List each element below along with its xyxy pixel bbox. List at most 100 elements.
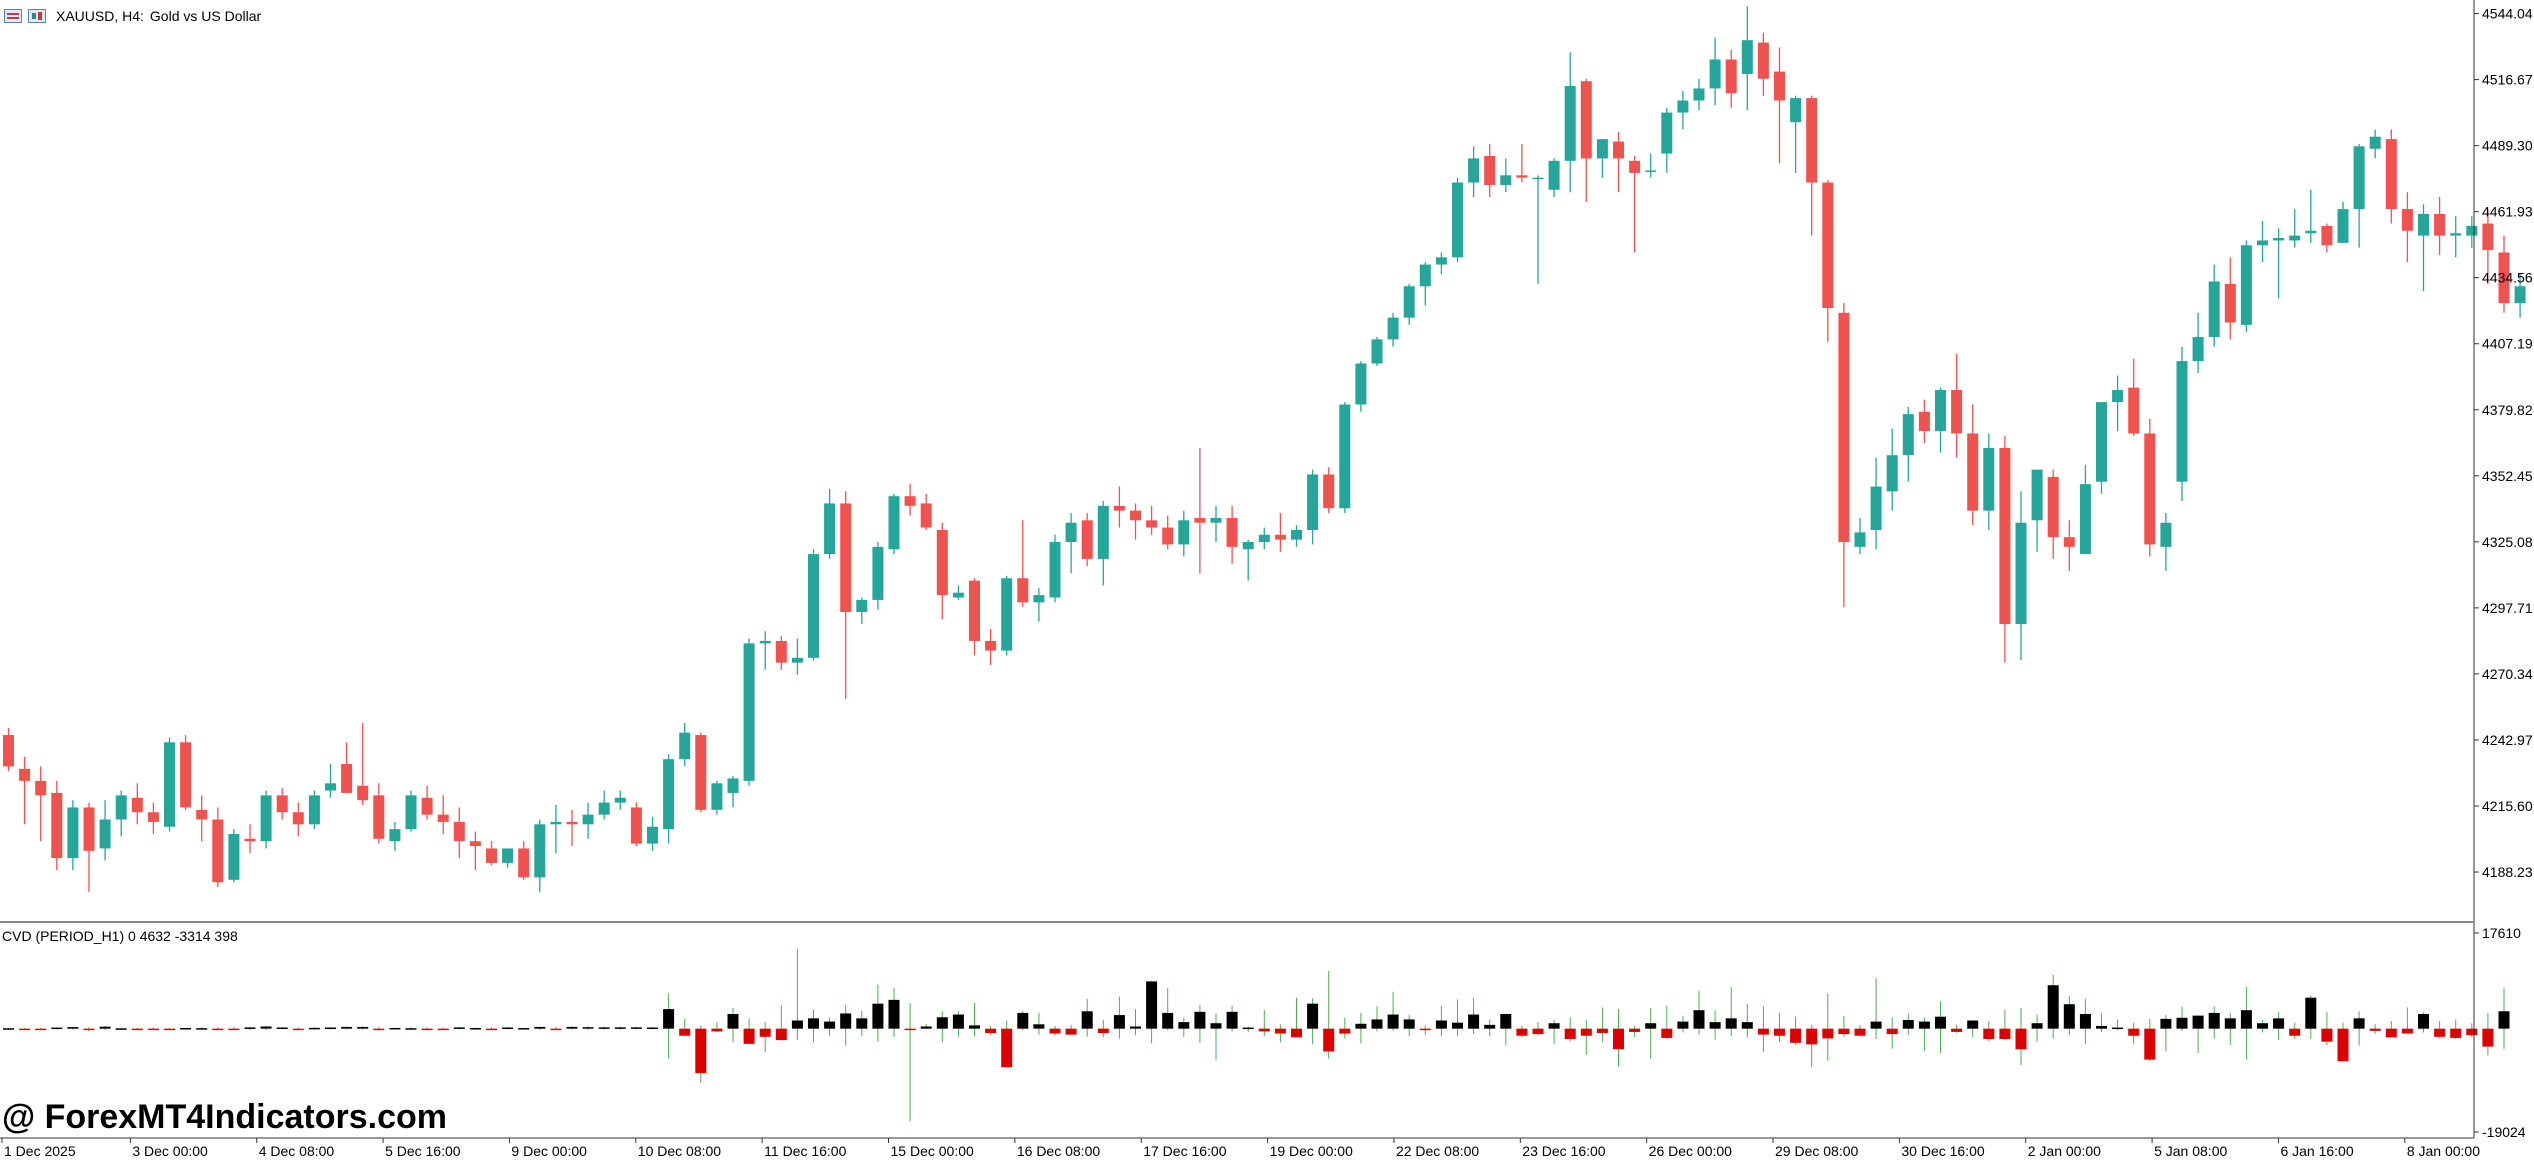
candle xyxy=(1307,469,1319,545)
candle-body xyxy=(1596,139,1608,159)
candle-body xyxy=(292,812,304,825)
cvd-bar xyxy=(131,1028,143,1031)
cvd-body xyxy=(1049,1028,1061,1034)
candle xyxy=(1017,520,1029,608)
candle-body xyxy=(1210,517,1222,523)
cvd-bar xyxy=(856,1010,868,1037)
cvd-bar xyxy=(534,1026,546,1030)
cvd-bar xyxy=(759,1022,771,1053)
cvd-bar xyxy=(1130,1009,1141,1036)
candle xyxy=(1806,95,1818,236)
cvd-bar xyxy=(1838,1016,1850,1037)
candle-body xyxy=(405,795,417,830)
cvd-body xyxy=(1097,1028,1109,1034)
cvd-bar xyxy=(2434,1021,2446,1038)
cvd-bar xyxy=(2112,1019,2124,1031)
cvd-bar xyxy=(1935,1001,1946,1054)
cvd-bar xyxy=(1951,1024,1963,1034)
candle xyxy=(1049,534,1061,603)
candle xyxy=(2160,513,2172,571)
candle-body xyxy=(1274,534,1286,540)
candle xyxy=(2321,223,2333,253)
candle-body xyxy=(534,824,546,878)
candle xyxy=(1709,37,1721,106)
cvd-bar xyxy=(695,1025,707,1083)
candle xyxy=(1500,158,1512,193)
candle xyxy=(711,780,723,815)
cvd-bar xyxy=(2128,1022,2140,1045)
indicator-label: CVD (PERIOD_H1) 0 4632 -3314 398 xyxy=(2,928,238,944)
candle-body xyxy=(1146,520,1158,528)
candle-body xyxy=(196,809,208,820)
candle-body xyxy=(1516,175,1528,178)
candle-body xyxy=(743,643,755,781)
cvd-body xyxy=(1999,1028,2011,1039)
candle-body xyxy=(711,783,723,810)
time-tick-label: 29 Dec 08:00 xyxy=(1775,1143,1858,1159)
cvd-bar xyxy=(985,1025,997,1036)
indicator-panel[interactable] xyxy=(3,948,2510,1122)
candle xyxy=(1097,501,1109,586)
candle xyxy=(1757,32,1769,96)
cvd-bar xyxy=(1709,1010,1721,1040)
price-tick-label: 4544.04 xyxy=(2482,6,2533,22)
cvd-body xyxy=(1709,1022,1721,1029)
cvd-bar xyxy=(325,1027,336,1030)
cvd-body xyxy=(1806,1028,1818,1045)
chart-symbol-description: Gold vs US Dollar xyxy=(149,8,262,24)
candle xyxy=(663,754,675,844)
candle xyxy=(453,807,465,859)
candle xyxy=(759,631,771,670)
cvd-body xyxy=(679,1028,691,1036)
cvd-body xyxy=(308,1027,320,1030)
candle-body xyxy=(1484,156,1496,185)
cvd-body xyxy=(598,1027,610,1029)
candle-body xyxy=(566,821,578,825)
time-tick-label: 4 Dec 08:00 xyxy=(259,1143,335,1159)
chart-icon[interactable] xyxy=(28,9,46,23)
cvd-body xyxy=(3,1028,14,1030)
price-panel[interactable] xyxy=(3,6,2526,892)
candle-body xyxy=(2015,522,2027,625)
cvd-body xyxy=(2273,1018,2285,1029)
cvd-body xyxy=(518,1028,530,1030)
cvd-bar xyxy=(743,1018,755,1044)
candle xyxy=(1918,399,1930,444)
price-tick-label: 4188.23 xyxy=(2482,864,2533,880)
cvd-body xyxy=(99,1026,111,1029)
list-icon[interactable] xyxy=(4,9,22,23)
candle xyxy=(437,795,449,834)
candle-body xyxy=(19,768,31,781)
candle xyxy=(2176,346,2188,502)
candle-body xyxy=(228,833,240,880)
candle xyxy=(2305,189,2317,243)
candle xyxy=(904,484,916,516)
time-tick-label: 11 Dec 16:00 xyxy=(764,1143,846,1159)
cvd-body xyxy=(647,1027,658,1030)
candle-body xyxy=(1323,474,1335,509)
candle xyxy=(1516,143,1528,183)
candle-body xyxy=(2498,252,2510,304)
cvd-bar xyxy=(1516,1025,1528,1038)
cvd-bar xyxy=(1548,1019,1560,1044)
cvd-body xyxy=(920,1026,932,1029)
cvd-bar xyxy=(2418,1012,2429,1033)
candle-body xyxy=(308,795,320,825)
candle xyxy=(1564,52,1576,193)
cvd-body xyxy=(1419,1028,1431,1031)
cvd-bar xyxy=(727,1008,739,1043)
candle-body xyxy=(1452,182,1463,258)
cvd-body xyxy=(2353,1018,2365,1029)
cvd-body xyxy=(1484,1024,1496,1029)
candle xyxy=(582,802,594,839)
candle xyxy=(1210,505,1222,543)
cvd-body xyxy=(840,1013,852,1029)
candle-body xyxy=(2305,230,2317,234)
candle xyxy=(131,783,143,825)
cvd-body xyxy=(663,1009,675,1029)
candle-body xyxy=(2337,209,2349,243)
candle xyxy=(2369,129,2381,159)
candle-body xyxy=(598,802,610,815)
cvd-bar xyxy=(2096,1013,2107,1032)
